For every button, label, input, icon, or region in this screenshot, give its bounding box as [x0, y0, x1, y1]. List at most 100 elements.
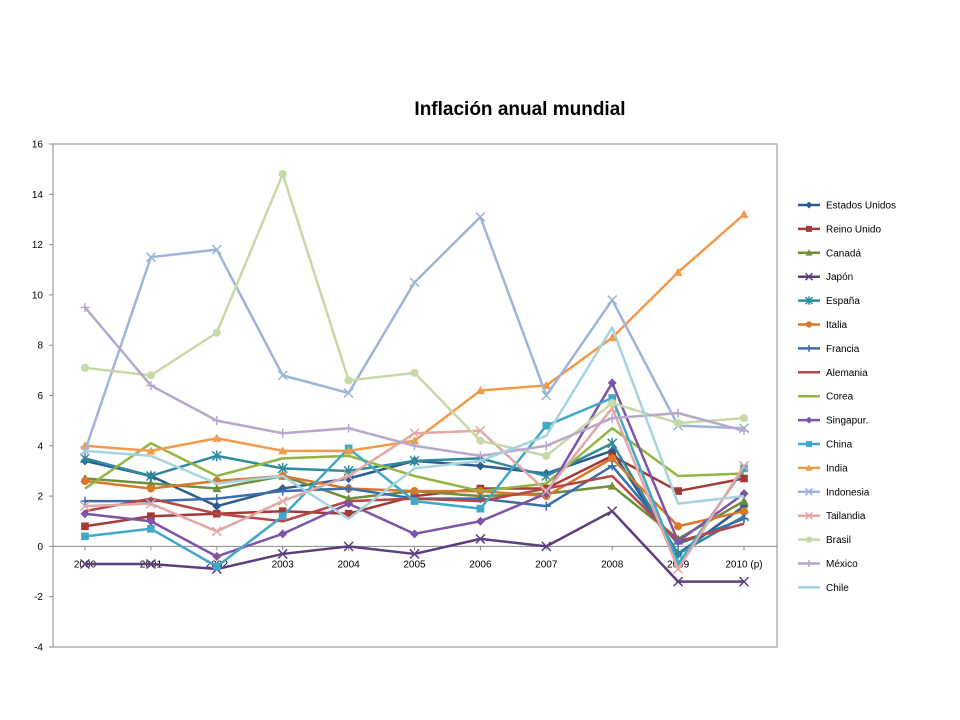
data-point	[739, 426, 749, 436]
data-point	[674, 522, 683, 531]
data-point	[344, 484, 354, 494]
x-tick-label: 2008	[601, 559, 624, 570]
data-point	[80, 496, 90, 506]
series-layer	[79, 170, 750, 587]
data-point	[475, 211, 486, 222]
data-point	[409, 277, 420, 288]
data-point	[212, 416, 222, 426]
legend-marker	[804, 487, 814, 496]
data-point	[541, 441, 551, 451]
data-point	[738, 576, 750, 587]
legend-item: Singapur.	[798, 416, 868, 427]
data-point	[475, 533, 486, 544]
data-point	[475, 461, 485, 471]
data-point	[673, 576, 684, 587]
data-point	[673, 408, 683, 418]
data-point	[212, 501, 222, 511]
data-point	[410, 436, 419, 445]
data-point	[475, 425, 486, 436]
legend-label: Alemania	[826, 368, 868, 379]
data-point	[278, 170, 287, 179]
legend-item: Canadá	[798, 248, 861, 259]
series-15	[80, 302, 749, 461]
data-point	[278, 529, 288, 539]
data-point	[541, 541, 552, 552]
data-point	[344, 499, 354, 509]
data-point	[673, 267, 683, 276]
data-point	[541, 470, 552, 482]
data-point	[475, 451, 485, 461]
data-point	[410, 487, 419, 496]
data-point	[79, 452, 91, 464]
data-point	[147, 524, 155, 533]
y-tick-label: 0	[37, 542, 43, 553]
legend-item: Corea	[798, 392, 854, 403]
data-point	[146, 380, 156, 390]
x-tick-label: 2004	[337, 559, 360, 570]
data-point	[211, 450, 222, 462]
x-tick-label: 2010 (p)	[725, 559, 762, 570]
y-tick-label: 14	[32, 190, 44, 201]
legend-label: Brasil	[826, 535, 851, 546]
data-point	[740, 474, 748, 483]
data-point	[212, 484, 222, 493]
data-point	[277, 370, 288, 381]
data-point	[80, 476, 90, 486]
data-point	[409, 428, 420, 439]
data-point	[211, 244, 222, 255]
legend-item: Reino Unido	[798, 224, 881, 235]
legend-item: India	[798, 463, 848, 474]
legend-marker	[804, 296, 814, 305]
legend-label: Corea	[826, 392, 854, 403]
legend-marker	[805, 321, 813, 328]
data-point	[673, 564, 684, 575]
data-point	[343, 541, 354, 552]
data-point	[146, 446, 156, 455]
legend-label: Japón	[826, 272, 853, 283]
data-point	[212, 433, 222, 442]
data-point	[81, 532, 89, 541]
legend-marker	[805, 344, 813, 352]
series-line	[84, 326, 745, 520]
y-axis: -4 -2 0 2 4 6 8 10 12 14 16	[32, 140, 53, 654]
data-point	[608, 394, 617, 402]
data-point	[608, 398, 617, 408]
series-12	[79, 211, 750, 456]
data-point	[607, 481, 617, 490]
series-9	[80, 378, 749, 561]
data-point	[278, 428, 288, 438]
x-tick-label: 2005	[403, 559, 426, 570]
legend-marker	[805, 560, 813, 567]
legend-label: India	[826, 463, 848, 474]
legend-item: Italia	[798, 320, 848, 331]
data-point	[739, 414, 749, 423]
data-point	[145, 558, 156, 570]
data-point	[80, 302, 90, 312]
legend-label: Italia	[826, 320, 848, 331]
data-point	[541, 489, 551, 499]
data-point	[145, 252, 156, 263]
series-line	[84, 396, 746, 568]
data-point	[674, 419, 683, 428]
legend-marker	[805, 464, 813, 471]
data-point	[410, 529, 419, 539]
data-point	[476, 436, 485, 445]
data-point	[80, 509, 90, 519]
data-point	[278, 486, 288, 496]
data-point	[607, 506, 618, 517]
data-point	[277, 548, 288, 559]
data-point	[542, 421, 551, 430]
legend-marker	[806, 441, 812, 447]
data-point	[147, 512, 155, 521]
data-point	[81, 522, 89, 531]
legend: Estados Unidos Reino Unido Canadá Japón Espa…	[798, 201, 896, 594]
series-14	[80, 170, 749, 460]
legend-label: México	[826, 559, 858, 570]
data-point	[541, 501, 551, 511]
data-point	[740, 464, 748, 473]
data-point	[344, 423, 354, 433]
series-16	[84, 326, 745, 520]
data-point	[542, 451, 551, 460]
legend-item: México	[798, 559, 858, 570]
data-point	[278, 446, 288, 455]
